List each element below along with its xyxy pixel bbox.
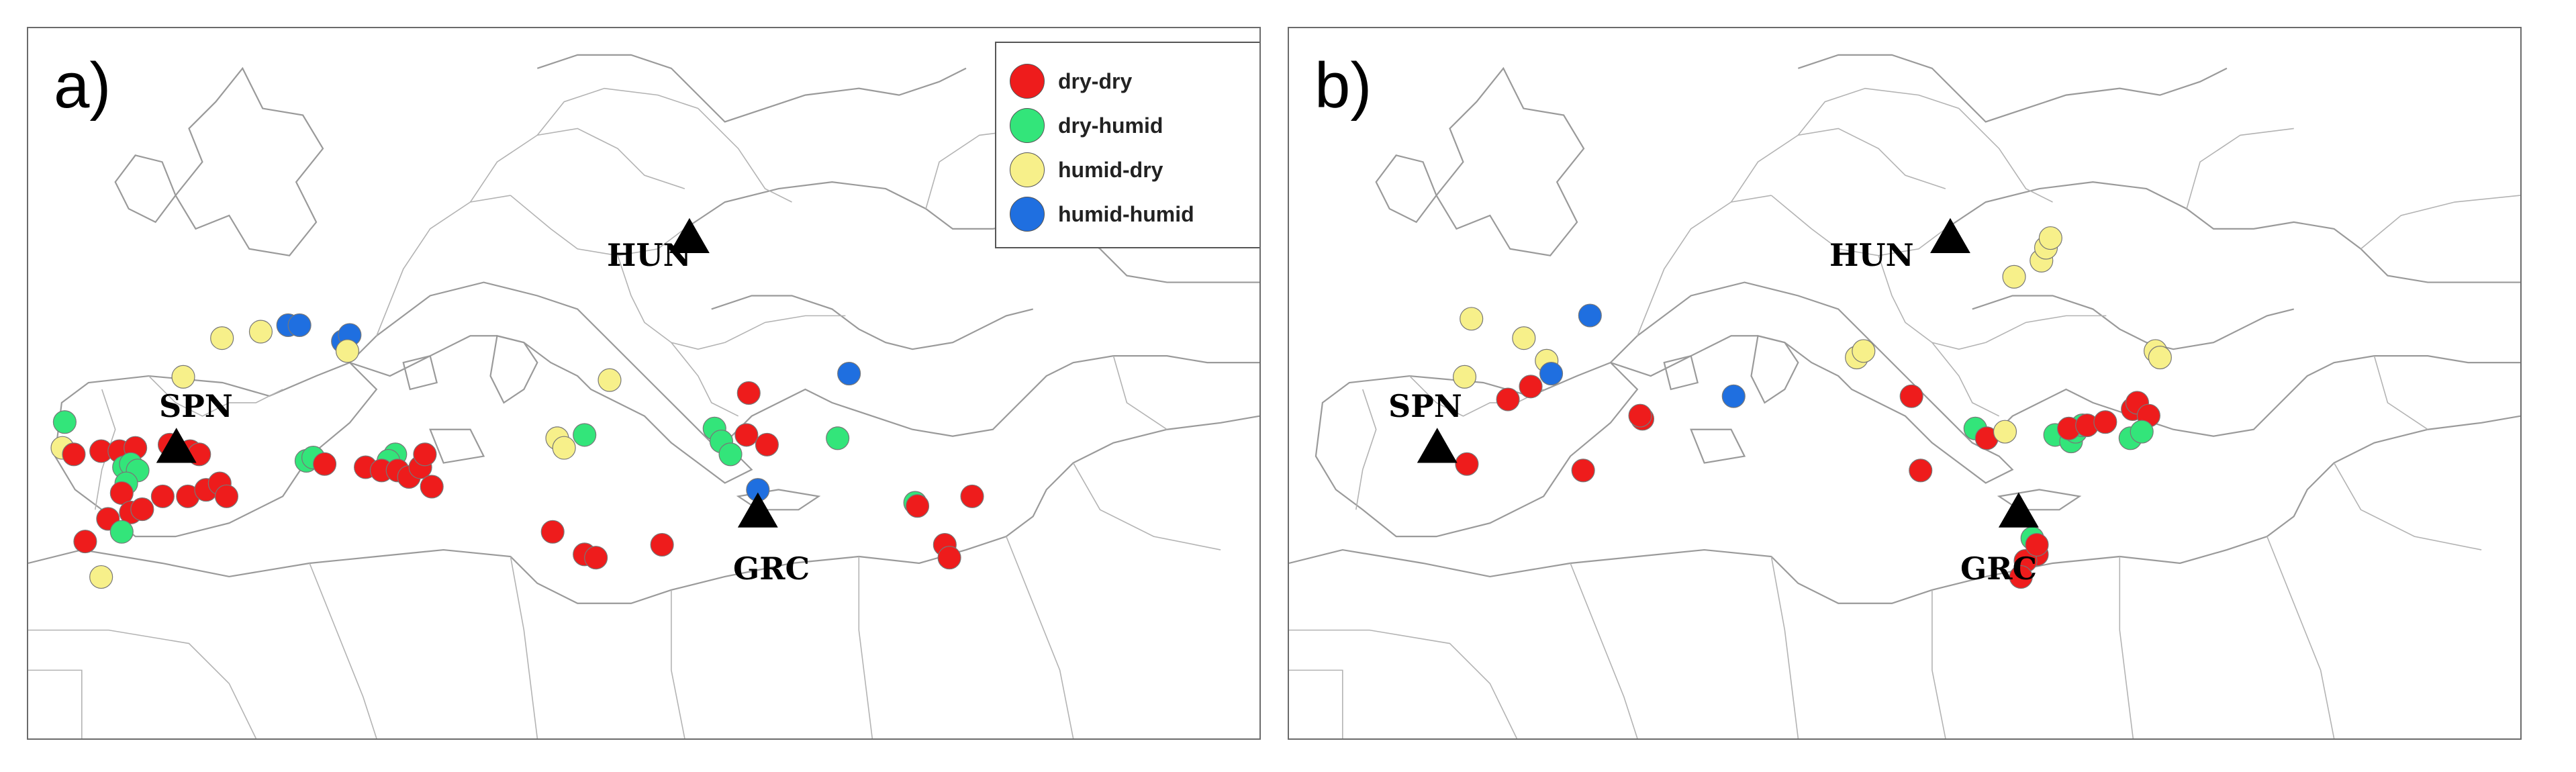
city-label-grc: GRC [733,550,810,587]
site-points [1452,226,2172,589]
site-point-dry-dry [905,494,930,518]
site-point-dry-humid [109,520,134,544]
site-point-humid-humid [837,362,861,386]
site-point-dry-dry [1519,375,1543,399]
site-point-dry-dry [2093,410,2117,434]
site-point-dry-dry [312,452,337,476]
reference-site-marker-grc [1998,492,2039,528]
site-point-dry-humid [826,426,850,450]
site-point-humid-humid [1539,362,1564,386]
site-point-dry-humid [2130,420,2154,444]
site-point-humid-dry [1852,339,1876,363]
country-borders [1289,87,2520,738]
site-point-humid-dry [1460,307,1484,331]
legend-swatch-humid-dry [1010,152,1045,187]
city-label-grc: GRC [1960,550,2038,587]
site-point-humid-humid [1721,384,1746,408]
site-point-dry-dry [937,546,961,570]
site-point-humid-dry [248,320,273,344]
site-point-dry-dry [413,442,437,467]
legend-swatch-dry-humid [1010,108,1045,143]
site-point-humid-humid [287,313,312,337]
map-panel-a: a) HUN SPN GRC dry-dry dry-humid humid-d… [27,27,1261,740]
site-point-dry-dry [62,442,86,467]
legend-label: dry-humid [1058,113,1163,138]
site-point-dry-dry [150,484,175,508]
reference-site-marker-spn [156,428,197,463]
site-point-dry-dry [2025,532,2049,557]
site-point-dry-dry [130,497,154,522]
site-point-dry-dry [584,546,608,570]
points-layer-a [50,218,984,589]
site-point-dry-dry [1628,403,1652,428]
site-points [50,313,984,589]
panel-letter: b) [1315,50,1372,122]
legend-item-dry-dry: dry-dry [1010,59,1246,103]
site-point-humid-dry [1452,365,1477,389]
legend-swatch-dry-dry [1010,64,1045,99]
legend-item-humid-dry: humid-dry [1010,148,1246,192]
site-point-dry-dry [109,481,134,505]
map-panel-b: b) HUN SPN GRC [1288,27,2522,740]
site-point-dry-dry [1571,459,1595,483]
city-label-hun: HUN [607,237,691,273]
site-point-humid-dry [89,565,113,589]
site-point-dry-dry [736,381,761,405]
site-point-dry-dry [2009,565,2033,589]
site-point-humid-dry [2038,226,2062,250]
reference-site-marker-hun [669,218,710,254]
points-layer-b [1417,218,2172,589]
reference-site-marker-grc [737,492,778,528]
basemap-b [1289,54,2520,738]
site-point-dry-dry [540,520,565,544]
city-label-spn: SPN [159,388,233,424]
legend-item-humid-humid: humid-humid [1010,192,1246,236]
reference-site-marker-hun [1930,218,1970,254]
reference-sites [1417,218,2039,528]
city-label-hun: HUN [1829,237,1914,273]
site-point-humid-dry [598,368,622,392]
legend-item-dry-humid: dry-humid [1010,103,1246,148]
site-point-humid-dry [1512,326,1536,350]
legend-label: humid-humid [1058,201,1194,226]
country-borders [28,87,1259,738]
site-point-dry-dry [1909,459,1933,483]
site-point-humid-dry [552,436,576,460]
basemap-a [28,54,1259,738]
site-point-dry-dry [1899,384,1923,408]
reference-site-marker-spn [1417,428,1458,463]
site-point-humid-dry [1993,420,2017,444]
site-point-dry-dry [1496,387,1520,412]
site-point-dry-dry [734,423,759,447]
site-point-dry-dry [73,530,97,554]
site-point-dry-dry [755,432,779,456]
site-point-humid-dry [210,326,234,350]
site-point-humid-dry [335,339,360,363]
site-point-humid-dry [171,365,195,389]
site-point-dry-humid [718,442,743,467]
legend-label: humid-dry [1058,157,1163,182]
site-point-dry-dry [420,475,444,499]
legend: dry-dry dry-humid humid-dry humid-humid [995,42,1259,248]
site-point-dry-dry [214,484,239,508]
legend-label: dry-dry [1058,68,1133,93]
site-point-humid-humid [1578,303,1602,328]
site-point-dry-humid [52,410,77,434]
legend-swatch-humid-humid [1010,197,1045,232]
site-point-dry-humid [573,423,597,447]
site-point-dry-dry [650,532,674,557]
reference-sites [156,218,778,528]
site-point-humid-dry [2148,346,2172,370]
site-point-dry-dry [1455,452,1479,476]
city-label-spn: SPN [1388,388,1462,424]
site-point-dry-dry [960,484,984,508]
site-point-humid-dry [2002,264,2026,289]
panel-letter: a) [54,50,111,122]
